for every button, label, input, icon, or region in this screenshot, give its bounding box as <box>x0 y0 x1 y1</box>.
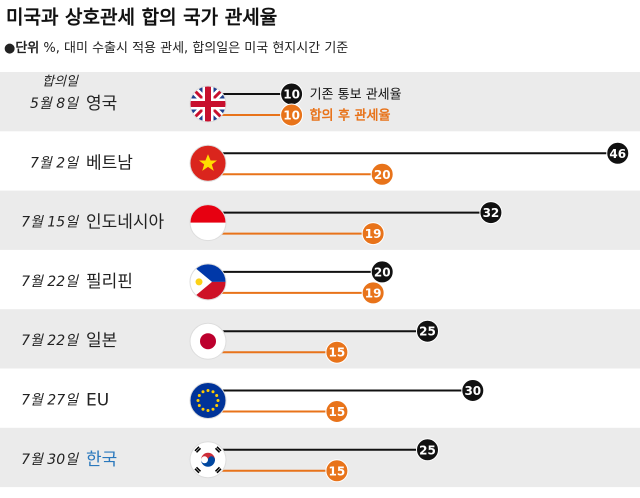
row-background <box>0 72 640 132</box>
row-backgrounds <box>0 72 640 488</box>
value-label: 15 <box>329 405 346 419</box>
lollipop-dot <box>606 141 630 165</box>
category-label: EU <box>86 391 109 411</box>
row-background <box>0 190 640 250</box>
legend-label: 합의 후 관세율 <box>310 108 391 124</box>
flag-japan <box>190 323 226 360</box>
value-label: 10 <box>283 88 300 102</box>
flag-philippines <box>190 263 226 300</box>
value-label: 19 <box>365 227 382 241</box>
category-label: 일본 <box>86 331 117 351</box>
lollipop-dot <box>479 201 503 225</box>
lines <box>210 93 618 472</box>
date-label: 7월 22일 <box>21 274 79 290</box>
lollipop-dot <box>325 400 349 423</box>
lollipop-dot <box>461 379 485 402</box>
value-label: 15 <box>329 464 346 478</box>
subtitle: %, 대미 수출시 적용 관세, 합의일은 미국 현지시간 기준 <box>39 41 348 56</box>
value-label: 30 <box>464 384 481 398</box>
category-label: 필리핀 <box>86 272 133 292</box>
value-label: 32 <box>483 206 500 220</box>
flags <box>189 85 227 479</box>
lollipop-dot <box>361 222 385 246</box>
value-label: 19 <box>365 286 382 300</box>
value-label: 25 <box>419 325 436 339</box>
subtitle-label: ●단위 <box>4 40 39 56</box>
value-label: 15 <box>329 346 346 360</box>
flag-vietnam <box>190 145 226 182</box>
lollipop-dot <box>361 281 385 305</box>
category-label: 인도네시아 <box>86 213 165 233</box>
lollipop-dot <box>416 438 439 462</box>
row-background <box>0 309 640 369</box>
flag-indonesia <box>190 204 226 241</box>
date-label: 7월 27일 <box>21 393 79 409</box>
value-label: 10 <box>283 109 300 123</box>
date-label: 7월 2일 <box>30 155 79 171</box>
category-label: 베트남 <box>86 153 133 173</box>
lollipop-dot <box>325 459 349 483</box>
value-label: 25 <box>419 443 436 457</box>
lollipop-dot <box>416 319 439 343</box>
category-label: 한국 <box>86 450 117 470</box>
lollipop-dot <box>325 340 349 364</box>
row-background <box>0 427 640 488</box>
lollipop-dot <box>370 260 394 284</box>
legend-label: 기존 통보 관세율 <box>310 88 402 103</box>
value-label: 46 <box>609 147 626 161</box>
dots: 10 10 46 20 32 19 20 19 25 15 30 15 25 15 <box>280 82 630 483</box>
chart-subtitle: ●단위 %, 대미 수출시 적용 관세, 합의일은 미국 현지시간 기준 <box>4 40 348 56</box>
value-label: 20 <box>374 265 391 279</box>
chart-title: 미국과 상호관세 합의 국가 관세율 <box>6 7 277 29</box>
date-label: 7월 22일 <box>21 333 79 349</box>
lollipop-dot <box>280 103 304 127</box>
date-label: 5월 8일 <box>30 96 79 112</box>
date-header: 합의일 <box>42 75 79 90</box>
date-label: 7월 30일 <box>21 452 79 468</box>
flag-korea <box>190 441 226 478</box>
date-label: 7월 15일 <box>21 215 79 231</box>
flag-eu <box>190 382 226 419</box>
category-label: 영국 <box>86 94 117 114</box>
lollipop-dot <box>370 162 394 186</box>
value-label: 20 <box>374 168 391 182</box>
